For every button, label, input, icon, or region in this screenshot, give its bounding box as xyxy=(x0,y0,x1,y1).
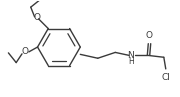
Text: Cl: Cl xyxy=(161,73,170,82)
Text: N: N xyxy=(127,51,134,60)
Text: O: O xyxy=(21,47,28,56)
Text: O: O xyxy=(33,13,40,22)
Text: O: O xyxy=(146,31,153,40)
Text: H: H xyxy=(128,57,134,66)
